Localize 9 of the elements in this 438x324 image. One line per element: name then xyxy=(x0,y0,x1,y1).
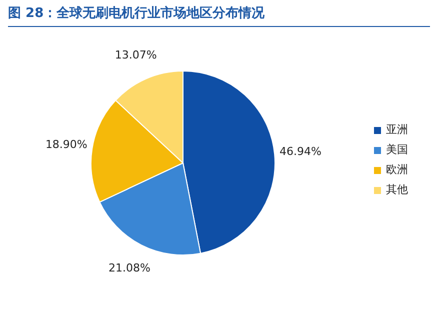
legend-label: 亚洲 xyxy=(386,122,408,138)
chart-title: 图 28：全球无刷电机行业市场地区分布情况 xyxy=(8,4,430,27)
data-label: 21.08% xyxy=(108,262,150,275)
legend-label: 其他 xyxy=(386,182,408,198)
data-label: 13.07% xyxy=(114,48,157,62)
legend-label: 欧洲 xyxy=(386,162,408,178)
data-label: 46.94% xyxy=(279,145,322,158)
legend-label: 美国 xyxy=(386,142,408,158)
data-label: 18.90% xyxy=(45,138,88,152)
